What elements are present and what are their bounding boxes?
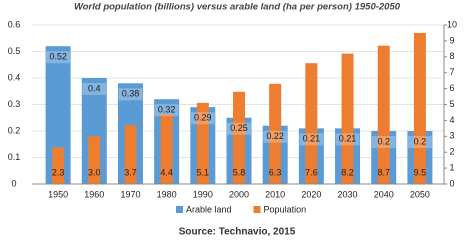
data-label: 8.7	[377, 167, 390, 177]
bar	[124, 125, 137, 184]
bar	[160, 114, 173, 184]
data-label: 7.6	[305, 167, 318, 177]
y2-tick-label: 8	[449, 51, 454, 61]
data-label: 4.4	[160, 167, 173, 177]
legend-swatch	[176, 206, 183, 213]
data-label: 0.2	[377, 136, 390, 146]
y-tick-label: 0	[11, 178, 16, 188]
data-label: 0.22	[266, 131, 284, 141]
y2-tick-label: 5	[449, 99, 454, 109]
y-tick-label: 0.5	[8, 46, 21, 56]
y-tick-label: 0.6	[8, 19, 21, 29]
chart-title: World population (billions) versus arabl…	[74, 2, 401, 13]
data-label: 2.3	[52, 167, 65, 177]
legend-label: Arable land	[186, 204, 232, 214]
label-box	[299, 133, 324, 146]
y2-tick-label: 10	[447, 19, 457, 29]
x-tick-label: 2020	[301, 189, 321, 199]
bar	[196, 102, 209, 184]
y2-tick-label: 0	[449, 178, 454, 188]
label-box	[335, 133, 360, 146]
bar	[341, 53, 354, 185]
label-box	[46, 51, 71, 64]
data-label: 5.1	[197, 167, 210, 177]
x-tick-label: 2010	[265, 189, 285, 199]
x-tick-label: 1950	[48, 189, 68, 199]
x-tick-label: 2050	[410, 189, 430, 199]
data-label: 0.52	[49, 52, 67, 62]
bar	[233, 91, 245, 184]
data-label: 3.7	[124, 167, 137, 177]
data-label: 8.2	[341, 167, 354, 177]
bar	[305, 63, 318, 184]
label-box	[227, 122, 251, 135]
label-box	[263, 130, 288, 143]
x-tick-label: 1970	[120, 189, 140, 199]
data-label: 0.38	[122, 89, 140, 99]
y-tick-label: 0.4	[8, 72, 21, 82]
x-tick-label: 2030	[338, 189, 358, 199]
bar	[88, 136, 101, 184]
data-label: 6.3	[269, 167, 282, 177]
x-tick-label: 2040	[374, 189, 394, 199]
data-label: 3.0	[88, 167, 101, 177]
x-tick-label: 1990	[193, 189, 213, 199]
label-box	[118, 88, 143, 101]
data-label: 0.4	[88, 83, 101, 93]
data-label: 0.32	[158, 105, 176, 115]
label-box	[82, 83, 107, 95]
y2-tick-label: 9	[449, 35, 454, 45]
x-tick-label: 1960	[84, 189, 104, 199]
data-label: 0.25	[230, 123, 248, 133]
data-label: 0.21	[339, 134, 357, 144]
label-box	[190, 112, 215, 125]
legend-swatch	[253, 206, 261, 213]
bar	[52, 147, 65, 184]
data-label: 0.21	[303, 134, 321, 144]
label-box	[154, 104, 179, 117]
bar	[377, 45, 390, 184]
legend-label: Population	[264, 204, 307, 214]
y2-tick-label: 7	[449, 67, 454, 77]
label-box	[407, 136, 432, 148]
y2-tick-label: 1	[449, 162, 454, 172]
y2-tick-label: 6	[449, 83, 454, 93]
y-tick-label: 0.3	[8, 99, 21, 109]
data-label: 5.8	[233, 167, 246, 177]
y-tick-label: 0.1	[8, 152, 21, 162]
x-tick-label: 1980	[157, 189, 177, 199]
x-tick-label: 2000	[229, 189, 249, 199]
y-tick-label: 0.2	[8, 125, 21, 135]
bar	[413, 32, 426, 185]
y2-tick-label: 2	[449, 147, 454, 157]
y2-tick-label: 3	[449, 131, 454, 141]
y2-tick-label: 4	[449, 115, 454, 125]
data-label: 9.5	[414, 167, 427, 177]
data-label: 0.2	[414, 136, 427, 146]
data-label: 0.29	[194, 113, 212, 123]
bar	[269, 83, 282, 184]
label-box	[371, 136, 396, 148]
source: Source: Technavio, 2015	[179, 227, 296, 238]
